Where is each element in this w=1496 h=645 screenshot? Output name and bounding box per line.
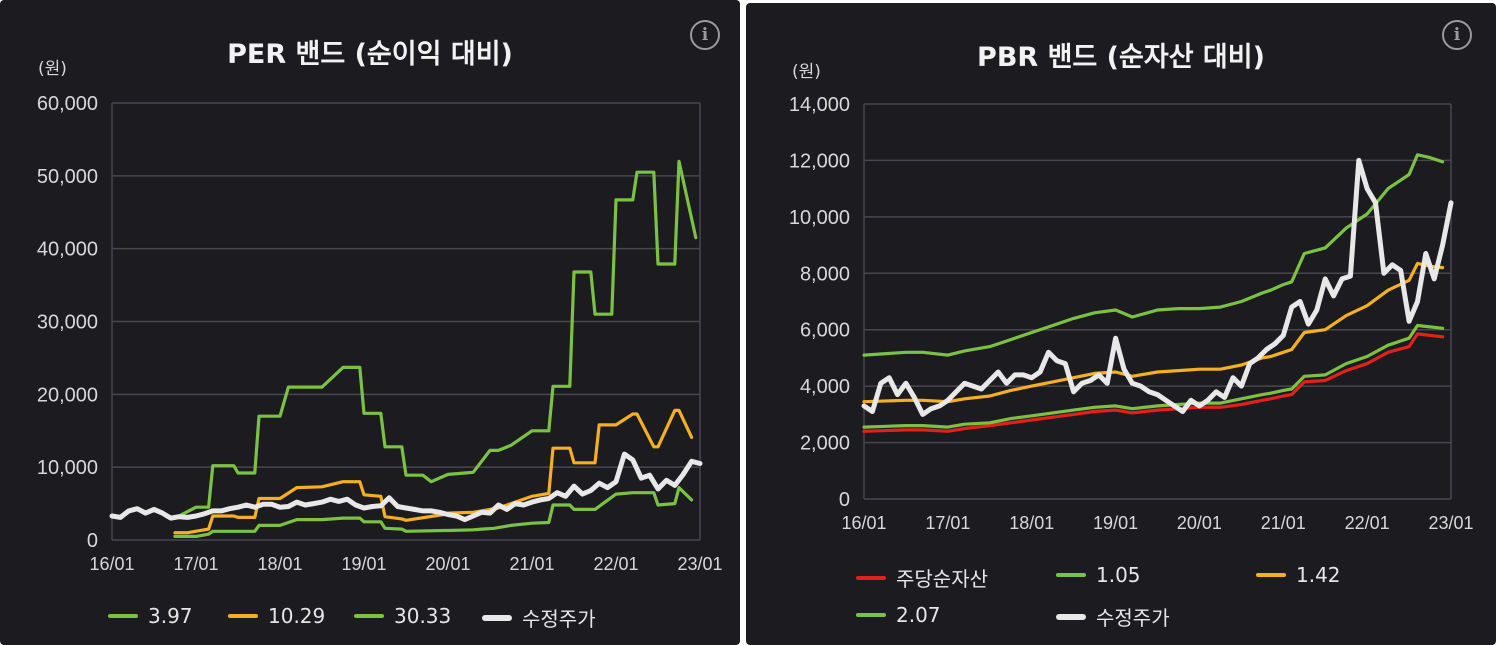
y-tick-label: 4,000	[800, 376, 850, 398]
legend-item-bps[interactable]: 주당순자산	[856, 563, 988, 592]
legend-swatch	[108, 614, 138, 618]
y-tick-label: 60,000	[37, 93, 98, 115]
x-tick-label: 19/01	[1093, 513, 1138, 533]
series-line-주당순자산	[862, 332, 1445, 433]
series-line-2.07	[862, 153, 1445, 357]
pbr-band-panel: PBR 밴드 (순자산 대비) (원) i 0 2,000 4,000 6,000 8,…	[746, 3, 1496, 645]
legend-swatch	[856, 575, 886, 580]
legend-label: 3.97	[148, 604, 193, 628]
legend-item-10-29[interactable]: 10.29	[228, 604, 325, 628]
legend-item-adjusted-price[interactable]: 수정주가	[482, 603, 596, 632]
series-line-수정주가	[109, 451, 703, 523]
x-tick-label: 16/01	[841, 513, 886, 533]
legend-swatch	[856, 613, 886, 617]
x-tick-label: 21/01	[1261, 513, 1306, 533]
legend-swatch	[1056, 613, 1086, 620]
chart-title: PER 밴드 (순이익 대비)	[227, 39, 513, 70]
x-tick-label: 22/01	[593, 554, 638, 574]
legend-swatch	[354, 614, 384, 618]
x-tick-label: 22/01	[1345, 513, 1390, 533]
y-tick-label: 10,000	[789, 207, 850, 229]
y-tick-label: 2,000	[800, 433, 850, 455]
y-tick-label: 12,000	[789, 150, 850, 172]
legend-label: 1.42	[1296, 563, 1341, 587]
y-unit-label: (원)	[38, 59, 67, 79]
y-tick-label: 20,000	[37, 384, 98, 406]
series-line-30.33	[173, 159, 698, 520]
legend-label: 수정주가	[522, 607, 596, 631]
x-tick-label: 20/01	[1177, 513, 1222, 533]
legend-swatch	[1256, 573, 1286, 577]
x-tick-label: 16/01	[89, 554, 134, 574]
series-line-수정주가	[861, 157, 1454, 417]
series-line-3.97	[173, 486, 694, 539]
x-tick-label: 17/01	[925, 513, 970, 533]
legend-item-2-07[interactable]: 2.07	[856, 603, 941, 627]
x-tick-label: 18/01	[1009, 513, 1054, 533]
legend-swatch	[482, 614, 512, 621]
pbr-band-chart: 0 2,000 4,000 6,000 8,000 10,000 12,000 14,000 1…	[789, 94, 1474, 533]
legend-item-30-33[interactable]: 30.33	[354, 604, 451, 628]
chart-title: PBR 밴드 (순자산 대비)	[977, 42, 1265, 73]
y-tick-label: 6,000	[800, 320, 850, 342]
y-tick-label: 8,000	[800, 263, 850, 285]
legend-item-3-97[interactable]: 3.97	[108, 604, 193, 628]
per-band-chart: 0 10,000 20,000 30,000 40,000 50,000 60,000 16/…	[37, 93, 723, 574]
legend-label: 2.07	[896, 603, 941, 627]
y-tick-label: 30,000	[37, 312, 98, 334]
legend-swatch	[228, 614, 258, 618]
legend-item-adjusted-price[interactable]: 수정주가	[1056, 602, 1170, 631]
y-unit-label: (원)	[792, 62, 821, 82]
legend-item-1-42[interactable]: 1.42	[1256, 563, 1341, 587]
x-tick-label: 17/01	[173, 554, 218, 574]
y-tick-label: 10,000	[37, 457, 98, 479]
info-icon[interactable]: i	[1442, 20, 1472, 50]
per-band-panel: PER 밴드 (순이익 대비) (원) i 0 10,000 20,000 30,00…	[0, 0, 740, 645]
y-tick-label: 40,000	[37, 239, 98, 261]
x-tick-label: 20/01	[425, 554, 470, 574]
x-tick-label: 18/01	[257, 554, 302, 574]
y-tick-label: 0	[839, 489, 850, 511]
x-tick-label: 23/01	[677, 554, 722, 574]
legend-item-1-05[interactable]: 1.05	[1056, 563, 1141, 587]
info-icon[interactable]: i	[690, 20, 720, 50]
legend-swatch	[1056, 573, 1086, 577]
legend-label: 10.29	[268, 604, 326, 628]
legend-label: 주당순자산	[896, 567, 988, 591]
x-tick-label: 21/01	[509, 554, 554, 574]
legend-label: 30.33	[394, 604, 452, 628]
legend-label: 수정주가	[1096, 606, 1170, 630]
legend-label: 1.05	[1096, 563, 1141, 587]
y-tick-label: 0	[87, 530, 98, 552]
series-line-1.42	[862, 261, 1445, 404]
y-tick-label: 14,000	[789, 94, 850, 116]
y-tick-label: 50,000	[37, 166, 98, 188]
x-tick-label: 19/01	[341, 554, 386, 574]
x-tick-label: 23/01	[1428, 513, 1473, 533]
